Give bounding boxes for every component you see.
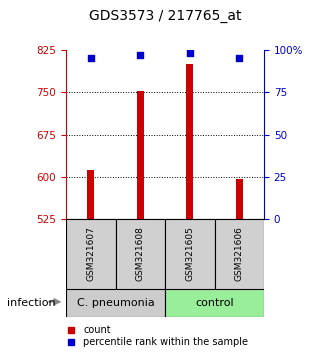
Bar (66, 289, 165, 317)
Bar (137, 91, 144, 219)
Bar (165, 289, 264, 317)
Text: control: control (195, 298, 234, 308)
Bar (236, 179, 243, 219)
Bar (87, 170, 94, 219)
Text: GSM321607: GSM321607 (86, 227, 95, 281)
Point (138, 52, 143, 57)
Point (237, 55, 242, 61)
Bar (214, 219, 264, 289)
Bar (115, 219, 165, 289)
Text: GSM321608: GSM321608 (136, 227, 145, 281)
Text: GSM321606: GSM321606 (235, 227, 244, 281)
Bar (186, 64, 193, 219)
Point (187, 50, 192, 56)
Bar (66, 219, 115, 289)
Text: GDS3573 / 217765_at: GDS3573 / 217765_at (89, 9, 241, 23)
Text: infection: infection (7, 298, 55, 308)
Bar (165, 219, 214, 289)
Legend: count, percentile rank within the sample: count, percentile rank within the sample (61, 325, 248, 347)
Text: C. pneumonia: C. pneumonia (77, 298, 154, 308)
Point (88, 55, 93, 61)
Text: GSM321605: GSM321605 (185, 227, 194, 281)
